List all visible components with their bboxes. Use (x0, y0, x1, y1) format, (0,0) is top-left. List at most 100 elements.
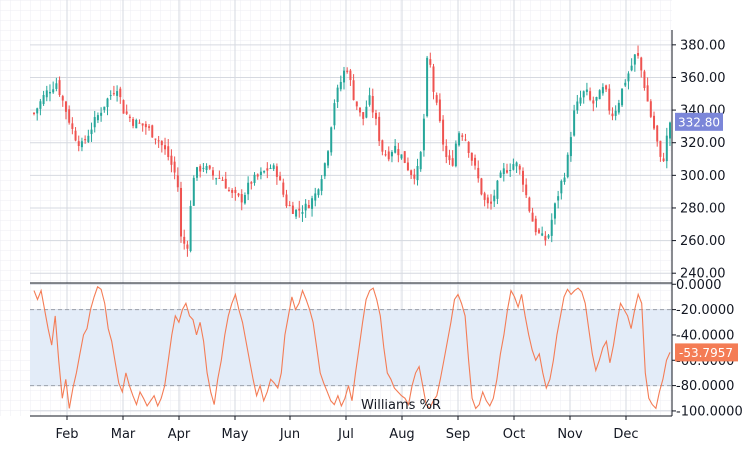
candle-body (662, 158, 665, 162)
price-axis-ticks: 380.00360.00340.00320.00300.00280.00260.… (672, 38, 726, 282)
candle-body (327, 151, 330, 166)
candle-body (665, 135, 668, 162)
candle-body (521, 170, 524, 185)
candle-body (589, 91, 592, 100)
candle-body (496, 180, 499, 199)
time-tick-label: Oct (503, 427, 525, 442)
last-price-badge-bg (675, 112, 723, 131)
candle-body (52, 89, 55, 93)
candle-body (167, 146, 170, 158)
candle-body (211, 170, 214, 176)
time-tick-label: Apr (168, 427, 191, 442)
candle-body (103, 106, 106, 110)
last-indicator-badge-bg (675, 343, 738, 362)
candle-body (621, 88, 624, 106)
candle-body (234, 189, 237, 194)
candle-body (531, 212, 534, 222)
candle-body (349, 70, 352, 81)
time-tick-label: May (222, 427, 249, 442)
candle-body (240, 194, 243, 203)
time-tick-label: Dec (613, 427, 638, 442)
last-price-label: 332.80 (678, 115, 720, 129)
indicator-tick-label: -100.0000 (676, 404, 743, 419)
candle-body (649, 101, 652, 117)
candle-body (445, 145, 448, 158)
indicator-tick-label: -40.0000 (676, 328, 734, 343)
price-tick-label: 320.00 (680, 136, 726, 151)
candle-body (90, 129, 93, 135)
candle-body (358, 107, 361, 113)
candle-body (112, 93, 115, 95)
time-tick-label: Sep (446, 427, 471, 442)
candle-body (569, 137, 572, 157)
candle-body (390, 152, 393, 157)
candle-body (176, 175, 179, 188)
candle-body (125, 111, 128, 114)
candle-body (317, 189, 320, 196)
candle-body (442, 119, 445, 145)
candle-body (263, 171, 266, 173)
candle-body (528, 197, 531, 212)
candle-body (151, 125, 154, 138)
candle-body (541, 233, 544, 236)
candle-body (499, 172, 502, 178)
candle-body (461, 135, 464, 137)
candle-body (537, 229, 540, 233)
candle-body (611, 113, 614, 117)
candle-body (557, 196, 560, 201)
candle-body (208, 165, 211, 169)
candle-body (582, 91, 585, 98)
candle-body (400, 154, 403, 159)
candle-body (362, 112, 365, 119)
candle-body (438, 99, 441, 122)
time-tick-label: Nov (557, 427, 583, 442)
candle-body (74, 130, 77, 141)
candle-body (547, 235, 550, 238)
candle-body (61, 96, 64, 101)
candle-body (87, 135, 90, 142)
price-tick-label: 380.00 (680, 38, 726, 53)
candle-body (413, 174, 416, 179)
candle-body (128, 116, 131, 119)
time-axis-ticks: Feb Mar Apr May Jun Jul Aug Sep Oct Nov Dec (55, 416, 639, 442)
candle-body (502, 168, 505, 175)
price-tick-label: 260.00 (680, 234, 726, 249)
candle-body (291, 205, 294, 214)
candle-body (374, 112, 377, 119)
candle-body (464, 139, 467, 141)
candle-body (307, 204, 310, 209)
candle-body (243, 195, 246, 204)
candle-body (627, 73, 630, 82)
candle-body (36, 108, 39, 114)
candle-body (231, 189, 234, 193)
candle-body (403, 151, 406, 163)
candle-body (295, 209, 298, 217)
candle-body (387, 151, 390, 160)
candle-body (416, 166, 419, 181)
candle-body (266, 168, 269, 171)
candle-body (506, 170, 509, 173)
candle-body (157, 140, 160, 142)
candle-body (106, 98, 109, 108)
last-indicator-badge: -53.7957 (675, 343, 738, 362)
candle-body (80, 141, 83, 148)
candle-body (410, 170, 413, 175)
candle-body (138, 122, 141, 124)
candle-body (573, 110, 576, 136)
candle-body (33, 112, 35, 114)
candle-body (601, 87, 604, 94)
candle-body (256, 174, 259, 177)
candle-body (311, 198, 314, 209)
candle-body (186, 244, 189, 249)
candle-body (180, 187, 183, 237)
candle-body (490, 201, 493, 204)
candle-body (330, 127, 333, 153)
candle-body (486, 197, 489, 204)
candle-body (298, 208, 301, 211)
williams-r-line (33, 285, 671, 410)
candle-body (183, 236, 186, 244)
indicator-title: Williams %R (361, 398, 441, 413)
time-tick-label: Aug (389, 427, 414, 442)
candle-body (534, 218, 537, 233)
